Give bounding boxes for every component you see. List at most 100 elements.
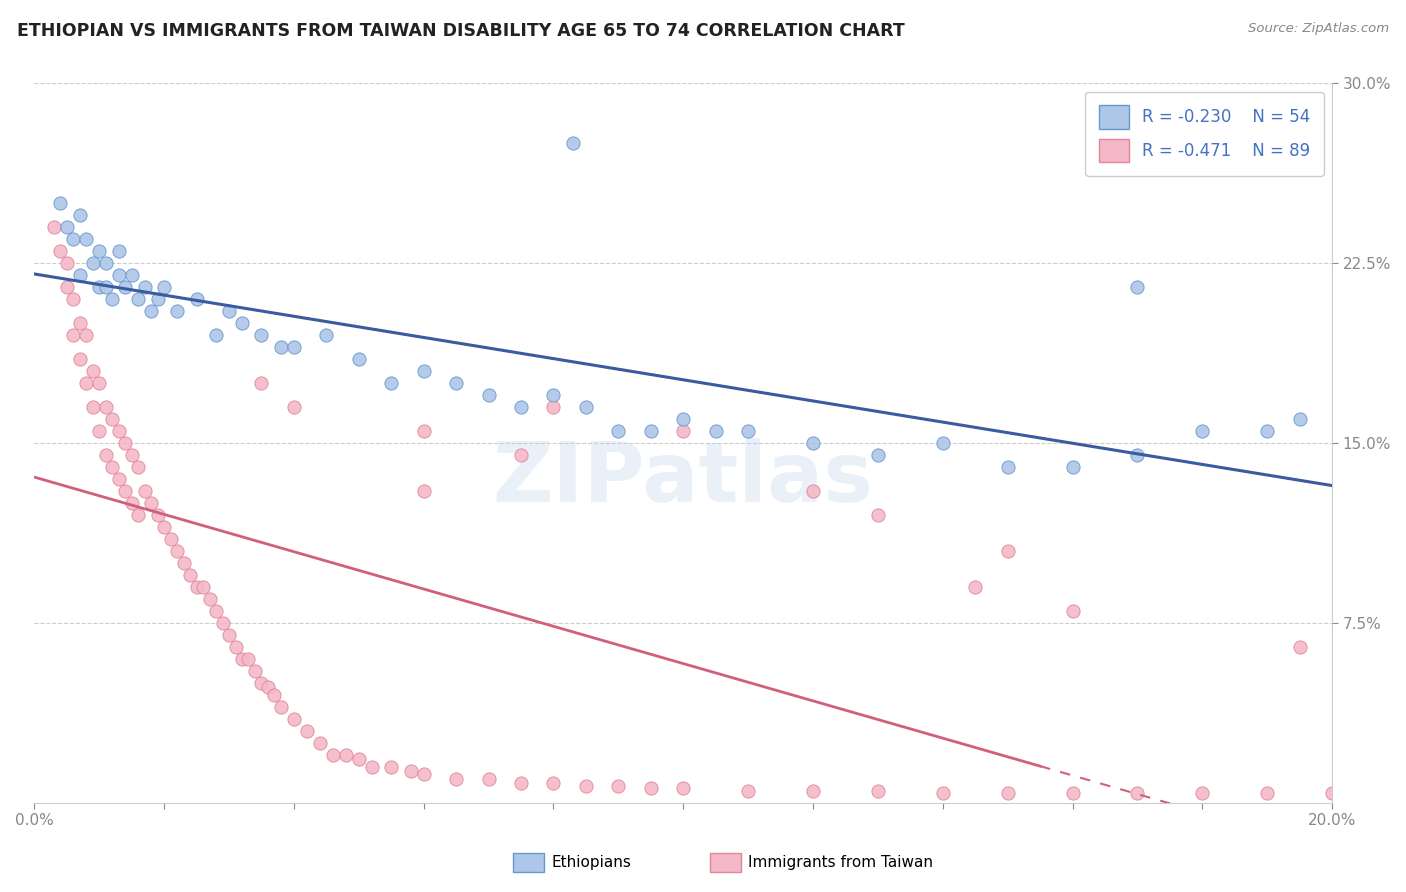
Point [380,376,402,390]
Point [69,208,91,222]
Point [412,766,434,780]
Point [89,244,111,259]
Point [42,220,65,235]
Point [1320,786,1343,800]
Text: ETHIOPIAN VS IMMIGRANTS FROM TAIWAN DISABILITY AGE 65 TO 74 CORRELATION CHART: ETHIOPIAN VS IMMIGRANTS FROM TAIWAN DISA… [17,22,904,40]
Point [211,615,233,630]
Point [510,776,533,790]
Point [62,232,84,246]
Point [75,328,97,343]
Legend: R = -0.230    N = 54, R = -0.471    N = 89: R = -0.230 N = 54, R = -0.471 N = 89 [1085,92,1324,176]
Point [146,292,169,306]
Point [607,424,630,438]
Point [49,244,72,259]
Point [965,580,987,594]
Point [412,424,434,438]
Point [198,591,221,606]
Point [672,424,695,438]
Point [1126,786,1149,800]
Point [82,364,104,378]
Text: Ethiopians: Ethiopians [551,855,631,870]
Point [801,783,824,797]
Point [218,304,240,318]
Point [866,448,889,462]
Point [283,400,305,414]
Point [121,268,143,283]
Point [257,681,280,695]
Point [672,781,695,796]
Point [932,436,955,450]
Point [347,752,370,766]
Point [89,424,111,438]
Point [107,424,129,438]
Point [89,376,111,390]
Point [231,651,253,665]
Point [997,544,1019,558]
Point [444,772,467,786]
Point [322,747,344,762]
Point [107,244,129,259]
Point [121,496,143,510]
Point [75,376,97,390]
Point [543,400,565,414]
Point [283,340,305,354]
Point [801,483,824,498]
Point [56,280,79,294]
Point [75,232,97,246]
Point [134,483,156,498]
Point [94,280,117,294]
Point [166,544,188,558]
Point [1256,424,1278,438]
Point [250,675,273,690]
Point [510,400,533,414]
Point [179,567,201,582]
Point [801,436,824,450]
Point [101,292,124,306]
Point [412,483,434,498]
Point [62,292,84,306]
Point [56,256,79,270]
Point [640,781,662,796]
Point [309,736,332,750]
Point [543,388,565,402]
Point [69,268,91,283]
Point [62,328,84,343]
Point [283,712,305,726]
Point [997,786,1019,800]
Point [477,772,499,786]
Text: Source: ZipAtlas.com: Source: ZipAtlas.com [1249,22,1389,36]
Point [866,508,889,522]
Point [1191,424,1213,438]
Point [186,292,208,306]
Point [444,376,467,390]
Point [1062,459,1084,474]
Point [173,556,195,570]
Point [101,459,124,474]
Point [94,400,117,414]
Point [1288,412,1310,426]
Point [270,340,292,354]
Point [107,472,129,486]
Point [127,459,149,474]
Point [607,779,630,793]
Point [399,764,422,779]
Point [82,400,104,414]
Point [1062,604,1084,618]
Point [225,640,247,654]
Point [191,580,214,594]
Point [335,747,357,762]
Point [737,783,759,797]
Point [238,651,260,665]
Point [153,520,176,534]
Point [94,256,117,270]
Point [186,580,208,594]
Point [997,459,1019,474]
Point [380,759,402,773]
Point [1256,786,1278,800]
Point [575,400,598,414]
Point [114,483,136,498]
Point [561,136,583,151]
Point [1126,448,1149,462]
Point [159,532,181,546]
Point [1126,280,1149,294]
